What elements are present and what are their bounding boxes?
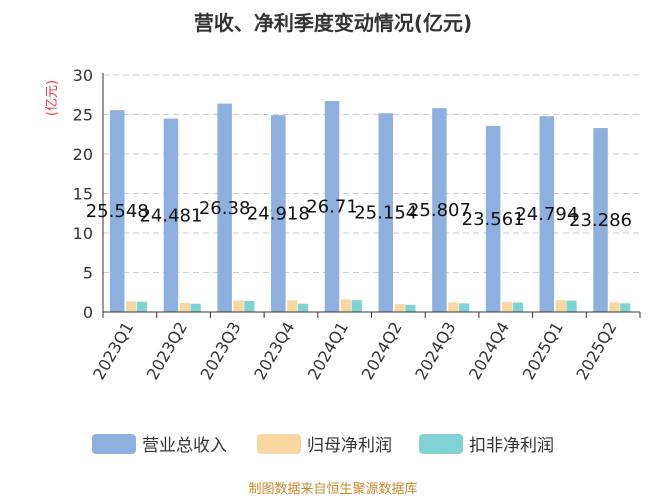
data-label: 23.286 xyxy=(569,210,632,231)
bar-revenue[interactable] xyxy=(593,128,608,312)
legend-label: 扣非净利润 xyxy=(469,436,554,456)
bar-net-profit[interactable] xyxy=(448,302,459,312)
bar-revenue[interactable] xyxy=(432,108,447,313)
source-note: 制图数据来自恒生聚源数据库 xyxy=(248,481,417,497)
bar-deducted-net-profit[interactable] xyxy=(244,300,255,312)
bar-deducted-net-profit[interactable] xyxy=(459,303,470,312)
bar-net-profit[interactable] xyxy=(233,300,244,312)
bar-net-profit[interactable] xyxy=(394,304,405,312)
legend[interactable]: 营业总收入 归母净利润 扣非净利润 xyxy=(92,434,554,456)
y-tick-label: 5 xyxy=(83,264,93,283)
x-tick-label: 2025Q2 xyxy=(572,319,620,383)
bar-deducted-net-profit[interactable] xyxy=(190,303,201,312)
x-tick-label: 2024Q4 xyxy=(465,319,513,383)
data-label: 23.561 xyxy=(462,209,525,230)
bar-revenue[interactable] xyxy=(217,103,232,313)
bar-net-profit[interactable] xyxy=(555,300,566,312)
bar-deducted-net-profit[interactable] xyxy=(405,304,416,312)
data-label: 25.548 xyxy=(86,201,149,222)
chart-title: 营收、净利季度变动情况(亿元) xyxy=(194,11,472,35)
x-tick-label: 2024Q3 xyxy=(411,319,459,383)
data-label: 24.918 xyxy=(247,204,310,225)
legend-swatch xyxy=(257,434,301,454)
bar-net-profit[interactable] xyxy=(126,301,137,312)
data-label: 26.38 xyxy=(199,198,251,219)
bar-revenue[interactable] xyxy=(378,113,393,312)
data-label: 25.807 xyxy=(408,200,471,221)
y-tick-label: 20 xyxy=(73,145,93,164)
x-tick-label: 2024Q1 xyxy=(304,319,352,383)
x-tick-label: 2023Q4 xyxy=(250,319,298,383)
legend-swatch xyxy=(419,434,463,454)
y-axis-label: (亿元) xyxy=(45,80,60,116)
x-tick-label: 2025Q1 xyxy=(519,319,567,383)
bar-net-profit[interactable] xyxy=(609,302,620,312)
data-label: 24.481 xyxy=(139,205,202,226)
bar-revenue[interactable] xyxy=(539,116,555,312)
legend-item[interactable]: 扣非净利润 xyxy=(419,434,554,456)
bar-net-profit[interactable] xyxy=(340,299,352,312)
bar-net-profit[interactable] xyxy=(287,300,298,312)
x-tick-label: 2023Q3 xyxy=(197,319,245,383)
bar-net-profit[interactable] xyxy=(501,301,513,312)
y-tick-label: 0 xyxy=(83,303,93,322)
bar-net-profit[interactable] xyxy=(179,302,190,312)
bars xyxy=(109,100,631,313)
legend-label: 归母净利润 xyxy=(307,436,392,456)
data-label: 26.71 xyxy=(306,196,358,217)
legend-item[interactable]: 归母净利润 xyxy=(257,434,392,456)
y-tick-label: 25 xyxy=(73,106,93,125)
data-label: 25.154 xyxy=(354,203,417,224)
x-tick-label: 2024Q2 xyxy=(358,319,406,383)
y-tick-label: 30 xyxy=(73,66,93,85)
bar-deducted-net-profit[interactable] xyxy=(620,303,631,312)
y-tick-label: 10 xyxy=(73,224,93,243)
x-tick-label: 2023Q1 xyxy=(89,319,137,383)
bar-deducted-net-profit[interactable] xyxy=(512,302,523,312)
bar-deducted-net-profit[interactable] xyxy=(566,300,577,312)
x-tick-label: 2023Q2 xyxy=(143,319,191,383)
data-label: 24.794 xyxy=(515,204,578,225)
y-tick-label: 15 xyxy=(73,185,93,204)
legend-item[interactable]: 营业总收入 xyxy=(92,434,227,456)
bar-deducted-net-profit[interactable] xyxy=(351,300,362,312)
data-labels: 25.54824.48126.3824.91826.7125.15425.807… xyxy=(86,196,632,231)
bar-revenue[interactable] xyxy=(324,100,340,312)
bar-revenue[interactable] xyxy=(109,110,125,312)
bar-deducted-net-profit[interactable] xyxy=(297,303,309,312)
grid xyxy=(103,74,640,273)
bar-revenue[interactable] xyxy=(485,125,501,312)
bar-revenue[interactable] xyxy=(271,115,286,312)
bar-deducted-net-profit[interactable] xyxy=(136,301,148,312)
legend-swatch xyxy=(92,434,136,454)
legend-label: 营业总收入 xyxy=(142,436,227,456)
bar-revenue[interactable] xyxy=(163,118,179,312)
